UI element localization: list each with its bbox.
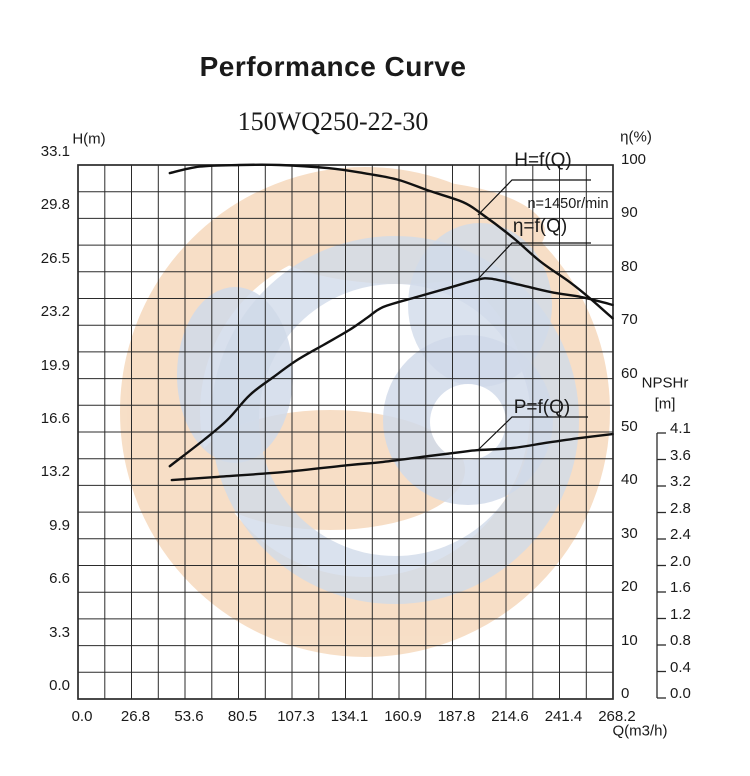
h-curve-label: H=f(Q)	[514, 150, 572, 171]
page-title: Performance Curve	[199, 51, 467, 82]
npshr-bracket	[656, 432, 666, 699]
speed-annotation: n=1450r/min	[527, 196, 609, 212]
pump-model: 150WQ250-22-30	[237, 107, 429, 136]
npshr-axis-title: NPSHr	[641, 374, 689, 392]
grid	[77, 164, 614, 700]
right-axis-title: η(%)	[620, 128, 652, 146]
curve	[168, 277, 614, 468]
leader-lines	[477, 179, 591, 451]
eta-curve-label: η=f(Q)	[512, 216, 568, 237]
left-axis-title: H(m)	[72, 130, 106, 148]
curve	[168, 163, 614, 320]
p-curve-label: P=f(Q)	[513, 397, 571, 418]
bottom-axis-title: Q(m3/h)	[612, 722, 668, 740]
curve	[170, 432, 614, 482]
npshr-axis-unit: [m]	[654, 395, 676, 413]
